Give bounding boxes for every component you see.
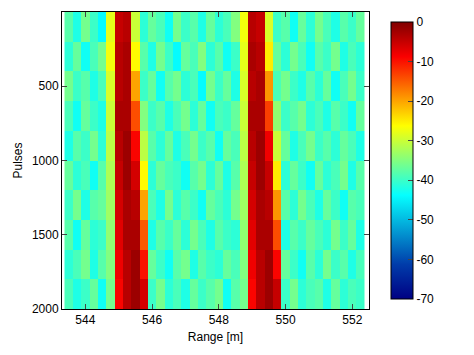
svg-text:-30: -30 [416,134,434,148]
svg-text:-20: -20 [416,94,434,108]
svg-text:544: 544 [75,313,95,327]
svg-text:546: 546 [142,313,162,327]
svg-text:-70: -70 [416,292,434,306]
svg-text:1500: 1500 [32,228,59,242]
svg-text:1000: 1000 [32,154,59,168]
svg-text:548: 548 [209,313,229,327]
svg-text:-60: -60 [416,253,434,267]
svg-text:500: 500 [39,79,59,93]
svg-text:-10: -10 [416,55,434,69]
svg-text:552: 552 [342,313,362,327]
svg-text:Pulses: Pulses [11,142,25,178]
svg-text:0: 0 [416,15,423,29]
svg-text:550: 550 [276,313,296,327]
svg-text:-40: -40 [416,173,434,187]
svg-text:Range [m]: Range [m] [188,330,243,344]
svg-text:2000: 2000 [32,302,59,316]
svg-text:-50: -50 [416,213,434,227]
